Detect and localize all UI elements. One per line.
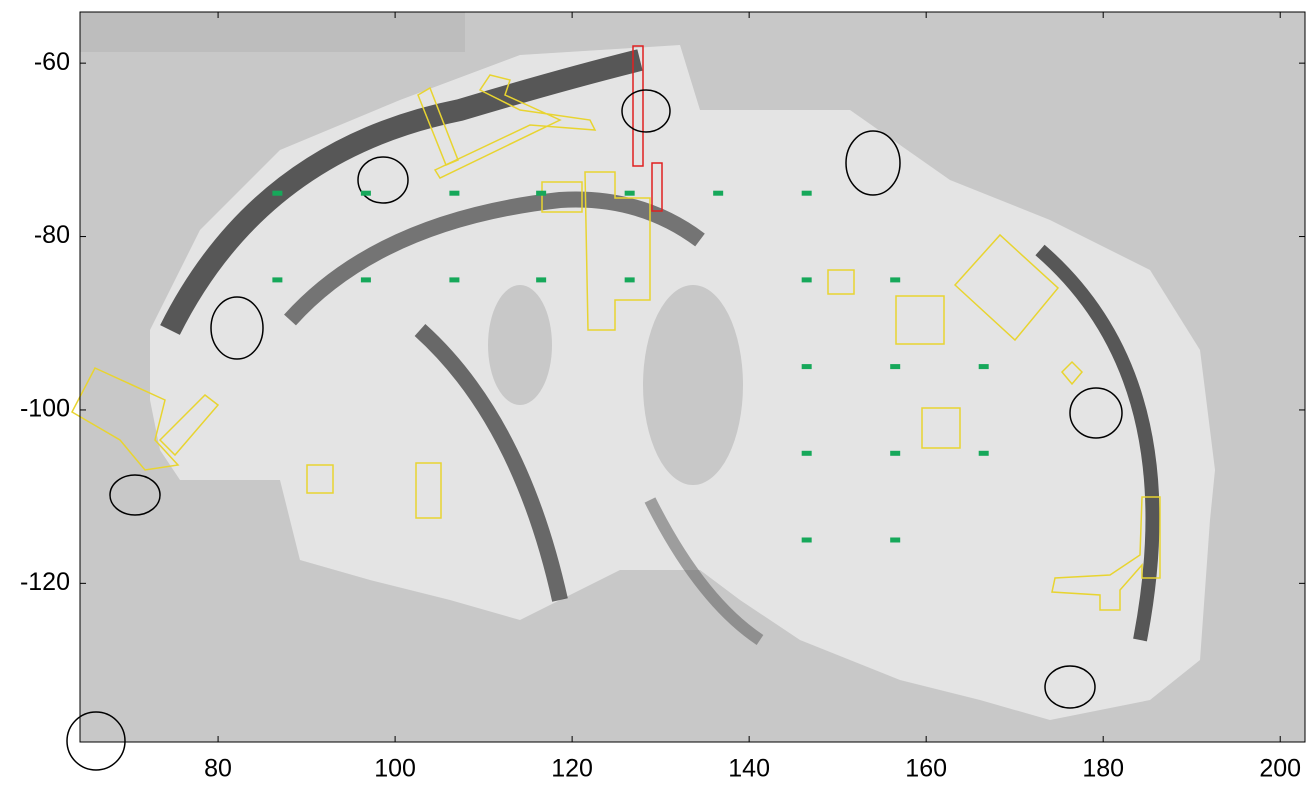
- black-circles: [66, 89, 1123, 771]
- marker: [272, 190, 283, 196]
- circle: [357, 156, 409, 204]
- gap: [488, 285, 552, 405]
- x-tick-label: 80: [204, 755, 232, 783]
- map-layer: [66, 11, 1306, 771]
- y-tick-label: -60: [34, 48, 70, 76]
- outline: [306, 464, 334, 494]
- outline: [584, 171, 651, 331]
- gap: [643, 285, 743, 485]
- outline: [1060, 360, 1084, 386]
- circle: [1069, 387, 1123, 439]
- marker: [624, 277, 635, 283]
- marker: [890, 364, 901, 370]
- outline: [953, 233, 1060, 342]
- outline: [1051, 496, 1161, 611]
- outline: [632, 45, 644, 167]
- marker: [978, 450, 989, 456]
- ridge: [644, 497, 764, 645]
- circle: [210, 296, 264, 360]
- circle: [66, 711, 126, 771]
- outline: [921, 407, 961, 449]
- x-tick-label: 100: [374, 755, 416, 783]
- x-tick-label: 200: [1259, 755, 1301, 783]
- marker: [890, 537, 901, 543]
- circle: [109, 474, 161, 516]
- y-tick-label: -100: [20, 395, 70, 423]
- ridge: [414, 324, 568, 602]
- marker: [801, 277, 812, 283]
- ridge: [1035, 244, 1160, 642]
- red-outlines: [632, 45, 663, 212]
- circle: [621, 89, 671, 133]
- y-tick-label: -80: [34, 221, 70, 249]
- marker: [890, 450, 901, 456]
- y-tick-label: -120: [20, 568, 70, 596]
- marker: [536, 277, 547, 283]
- outline: [417, 86, 459, 166]
- outline: [541, 181, 583, 213]
- marker: [536, 190, 547, 196]
- x-tick-label: 160: [905, 755, 947, 783]
- marker: [272, 277, 283, 283]
- ridge: [160, 49, 643, 335]
- terrain-strip: [80, 12, 465, 52]
- marker: [801, 190, 812, 196]
- marker: [449, 190, 460, 196]
- outline: [158, 394, 220, 457]
- x-tick-label: 180: [1082, 755, 1124, 783]
- ridge: [284, 191, 705, 326]
- outline: [651, 162, 663, 212]
- marker: [801, 364, 812, 370]
- plot-frame: [79, 11, 1306, 743]
- circle: [1044, 665, 1096, 709]
- outline: [827, 269, 855, 295]
- outline: [415, 462, 442, 519]
- marker: [624, 190, 635, 196]
- outline: [433, 74, 597, 179]
- marker: [890, 277, 901, 283]
- marker: [360, 277, 371, 283]
- x-tick-label: 140: [728, 755, 770, 783]
- marker: [360, 190, 371, 196]
- marker: [449, 277, 460, 283]
- yellow-outlines: [71, 74, 1161, 611]
- marker: [978, 364, 989, 370]
- outline: [895, 295, 945, 345]
- circle: [845, 130, 901, 196]
- marker: [801, 450, 812, 456]
- marker: [801, 537, 812, 543]
- x-tick-label: 120: [551, 755, 593, 783]
- marker: [713, 190, 724, 196]
